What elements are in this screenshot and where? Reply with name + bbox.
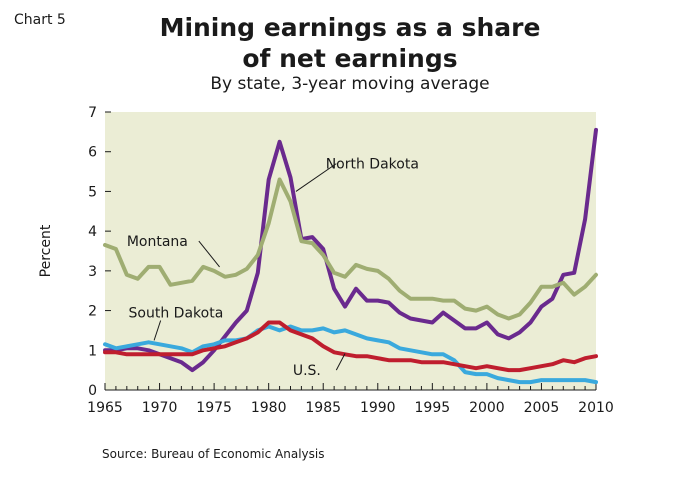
chart-title: Mining earnings as a share of net earnin… (0, 12, 700, 74)
leader-line-north-dakota (295, 163, 337, 192)
x-tick-label: 2005 (524, 400, 560, 416)
series-label-u-s: U.S. (293, 363, 321, 379)
series-line-u-s (103, 320, 598, 373)
x-tick-label: 1985 (305, 400, 341, 416)
y-tick-label: 5 (88, 184, 97, 200)
series-label-north-dakota: North Dakota (326, 157, 419, 173)
series-lines (103, 127, 598, 385)
x-tick-label: 1965 (87, 400, 123, 416)
x-tick-label: 2000 (469, 400, 505, 416)
y-axis-label: Percent (38, 224, 54, 277)
series-label-south-dakota: South Dakota (129, 306, 224, 322)
series-line-montana (103, 177, 598, 321)
leader-line-south-dakota (153, 320, 162, 341)
chart-title-line-2: of net earnings (242, 44, 458, 73)
leader-line-u-s (335, 353, 346, 371)
series-line-south-dakota (103, 324, 598, 385)
y-tick-label: 0 (88, 383, 97, 399)
y-tick-label: 3 (88, 264, 97, 280)
x-axis: 1965 1970 1975 1980 1985 1990 1995 2000 2005 2010 (87, 383, 614, 416)
y-tick-label: 1 (88, 343, 97, 359)
chart-number: Chart 5 (14, 12, 66, 28)
x-tick-label: 2010 (578, 400, 614, 416)
series-labels: North Dakota Montana South Dakota U.S. (127, 157, 419, 380)
y-tick-label: 4 (88, 224, 97, 240)
y-tick-label: 6 (88, 145, 97, 161)
x-tick-label: 1970 (142, 400, 178, 416)
plot-area (105, 112, 596, 390)
x-tick-label: 1995 (415, 400, 451, 416)
y-tick-label: 2 (88, 304, 97, 320)
chart-subtitle: By state, 3-year moving average (210, 74, 490, 94)
source-note: Source: Bureau of Economic Analysis (102, 447, 325, 461)
x-tick-label: 1990 (360, 400, 396, 416)
y-tick-label: 7 (88, 105, 97, 121)
x-tick-label: 1975 (196, 400, 232, 416)
series-line-north-dakota (103, 127, 598, 373)
series-label-montana: Montana (127, 234, 188, 250)
leader-line-montana (198, 240, 220, 268)
x-tick-label: 1980 (251, 400, 287, 416)
chart-title-line-1: Mining earnings as a share (159, 13, 541, 42)
